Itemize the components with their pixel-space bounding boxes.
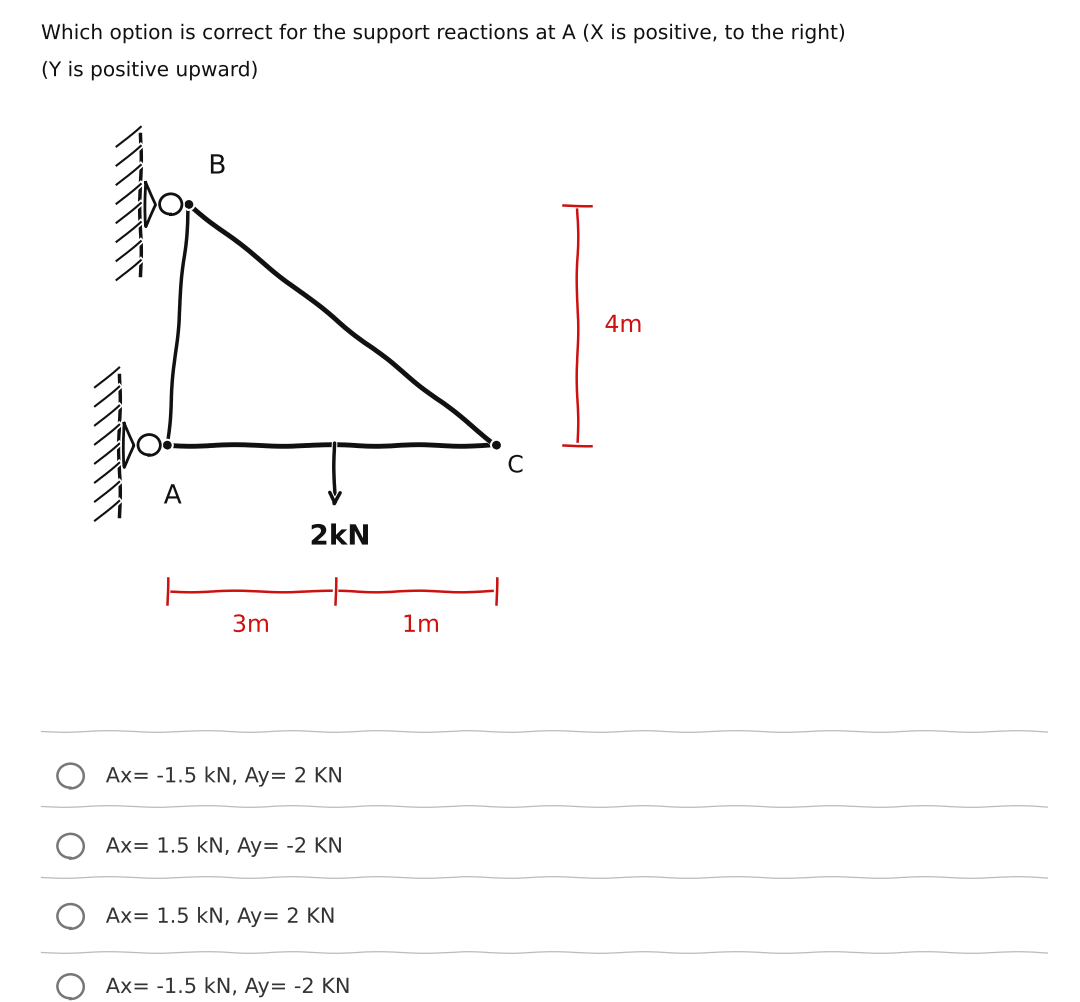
Text: 2kN: 2kN <box>310 523 370 551</box>
Text: Ax= 1.5 kN, Ay= 2 KN: Ax= 1.5 kN, Ay= 2 KN <box>106 907 336 927</box>
Text: A: A <box>164 484 181 510</box>
Text: 4m: 4m <box>605 314 643 338</box>
Text: Ax= 1.5 kN, Ay= -2 KN: Ax= 1.5 kN, Ay= -2 KN <box>106 837 343 857</box>
Text: 3m: 3m <box>232 613 270 637</box>
Text: Ax= -1.5 kN, Ay= 2 KN: Ax= -1.5 kN, Ay= 2 KN <box>106 767 343 787</box>
Text: 1m: 1m <box>402 613 440 637</box>
Text: B: B <box>208 154 227 180</box>
Text: Which option is correct for the support reactions at A (X is positive, to the ri: Which option is correct for the support … <box>41 25 847 44</box>
Text: C: C <box>508 454 524 478</box>
Text: Ax= -1.5 kN, Ay= -2 KN: Ax= -1.5 kN, Ay= -2 KN <box>106 977 351 997</box>
Text: (Y is positive upward): (Y is positive upward) <box>41 62 258 81</box>
